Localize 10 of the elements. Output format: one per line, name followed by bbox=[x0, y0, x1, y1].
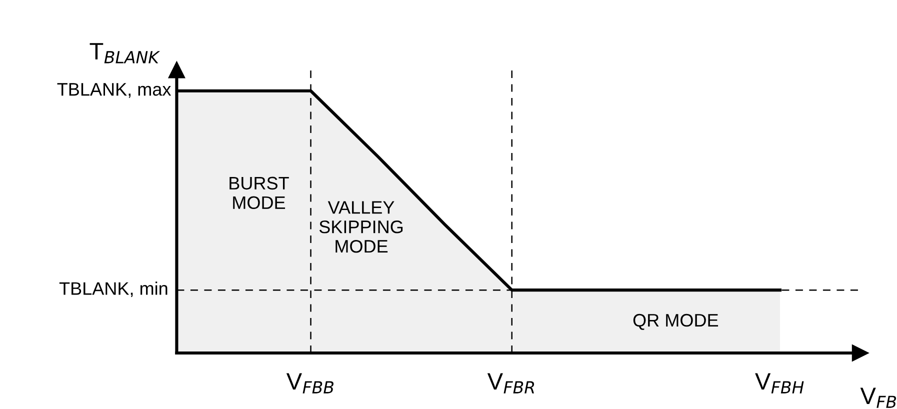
ref-line-label: TBLANK, min bbox=[59, 282, 168, 298]
text: TBLANK, max bbox=[57, 83, 172, 98]
x-axis-title: V$_{FB}$ bbox=[860, 388, 896, 408]
x-tick-label: V$_{FBH}$ bbox=[755, 373, 804, 394]
y-axis-title: T$_{BLANK}$ bbox=[90, 43, 160, 64]
x-tick-label: V$_{FBR}$ bbox=[487, 373, 534, 394]
annotation: VALLEY SKIPPING MODE bbox=[319, 201, 403, 253]
annotation: QR MODE bbox=[633, 314, 718, 330]
x-tick-label: V$_{FBB}$ bbox=[286, 373, 334, 394]
annotation: BURST MODE bbox=[230, 176, 289, 210]
